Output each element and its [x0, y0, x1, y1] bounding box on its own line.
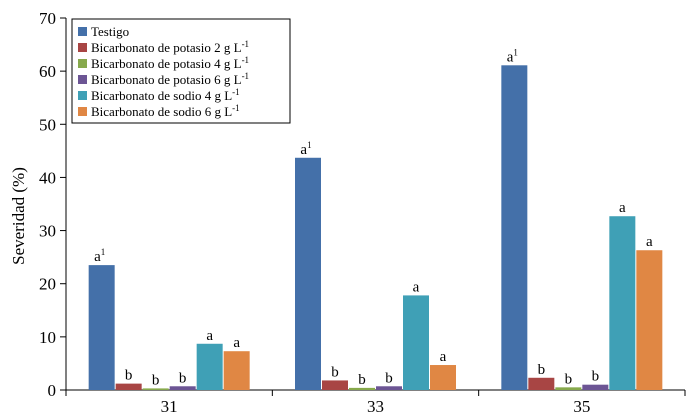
bar-data-label: a	[233, 335, 240, 351]
y-tick-label: 70	[39, 9, 56, 28]
bar-data-label: a1	[94, 247, 105, 265]
legend-box	[71, 18, 291, 124]
bars	[88, 65, 663, 390]
bar-data-label: b	[565, 371, 573, 387]
bar	[636, 250, 663, 390]
legend-entry-label: Bicarbonato de potasio 6 g L-1	[91, 71, 249, 87]
y-tick-label: 50	[39, 115, 56, 134]
bar	[169, 386, 196, 390]
legend-entry-label: Testigo	[91, 24, 129, 39]
bar-data-label: a	[206, 328, 213, 344]
legend-entry-label: Bicarbonato de sodio 6 g L-1	[91, 103, 240, 119]
bar	[501, 65, 528, 390]
legend-entry-label: Bicarbonato de potasio 4 g L-1	[91, 55, 249, 71]
y-axis-label: Severidad (%)	[9, 167, 28, 265]
y-tick-label: 30	[39, 222, 56, 241]
y-tick-label: 0	[48, 381, 57, 400]
legend-swatch	[78, 59, 87, 68]
bar	[88, 265, 115, 390]
bar-data-label: a	[619, 200, 626, 216]
y-tick-label: 10	[39, 328, 56, 347]
bar	[555, 387, 582, 390]
axes: 0 10 20 30 40 50 60 70 31 33 35	[39, 9, 686, 416]
bar-data-label: a	[646, 234, 653, 250]
bar-data-label: b	[385, 370, 393, 386]
bar-data-label: a	[440, 349, 447, 365]
bar-data-label: a1	[507, 47, 518, 65]
bar-data-label: b	[125, 368, 133, 384]
bar	[430, 365, 456, 390]
x-tick-label: 31	[161, 397, 178, 416]
bar	[609, 216, 636, 390]
legend-entry-label: Bicarbonato de potasio 2 g L-1	[91, 39, 249, 55]
bar-data-label: b	[179, 370, 187, 386]
bar	[196, 343, 223, 390]
legend-entry-label: Bicarbonato de sodio 4 g L-1	[91, 87, 240, 103]
legend-swatch	[78, 91, 87, 100]
x-tick-label: 33	[367, 397, 384, 416]
legend-swatch	[78, 43, 87, 52]
legend-swatch	[78, 107, 87, 116]
bar-data-label: b	[538, 362, 546, 378]
bar	[403, 295, 429, 390]
bar	[322, 380, 348, 390]
bar-data-label: a1	[300, 140, 311, 158]
x-tick-label: 35	[573, 397, 590, 416]
bar-data-label: b	[152, 372, 160, 388]
legend-swatch	[78, 27, 87, 36]
y-tick-label: 40	[39, 168, 56, 187]
y-tick-label: 60	[39, 62, 56, 81]
bar	[528, 377, 555, 390]
bar	[223, 351, 250, 390]
bar	[295, 157, 321, 390]
bar-data-label: b	[358, 372, 366, 388]
bar	[115, 383, 142, 390]
bar-data-label: b	[331, 364, 339, 380]
data-labels: a1 a1 a1 b b b b b b b b b a a a a a a	[94, 47, 653, 388]
y-tick-label: 20	[39, 275, 56, 294]
legend-swatch	[78, 75, 87, 84]
bar	[376, 386, 402, 390]
bar	[349, 387, 375, 390]
bar	[142, 388, 169, 390]
bar-data-label: a	[413, 279, 420, 295]
bar-data-label: b	[592, 369, 600, 385]
bar	[582, 384, 609, 390]
